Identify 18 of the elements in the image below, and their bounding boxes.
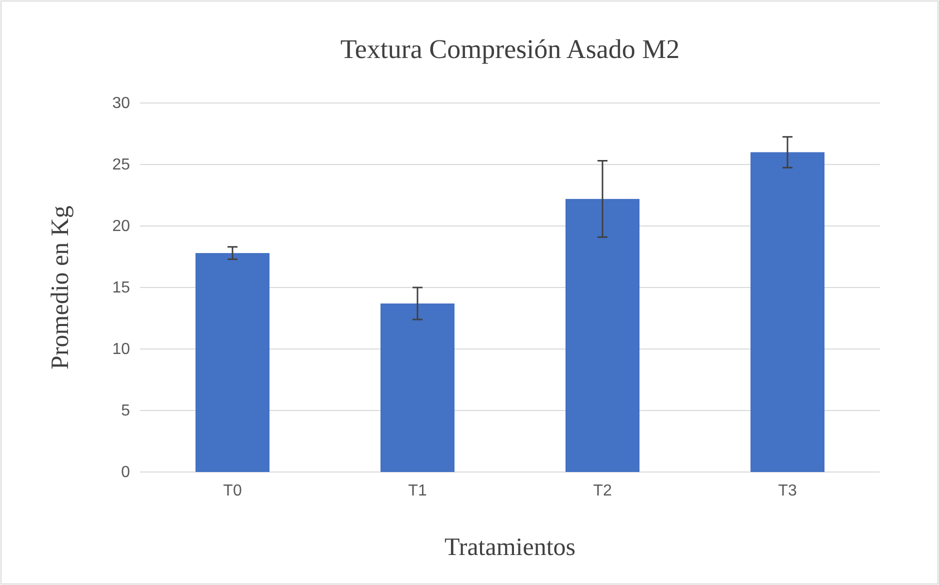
y-tick-label: 5 [121, 402, 130, 420]
x-tick-label: T2 [593, 482, 612, 500]
x-tick-label: T3 [778, 482, 797, 500]
x-tick-label: T0 [223, 482, 242, 500]
x-axis-title: Tratamientos [444, 534, 576, 561]
y-tick-label: 10 [112, 341, 130, 358]
chart-title: Textura Compresión Asado M2 [340, 34, 680, 64]
y-tick-label: 20 [112, 218, 130, 236]
bar [196, 253, 270, 472]
y-tick-label: 30 [112, 95, 130, 112]
y-axis-title: Promedio en Kg [47, 205, 74, 370]
y-tick-label: 25 [112, 156, 130, 174]
y-tick-label: 15 [112, 280, 130, 297]
bar [380, 303, 454, 472]
bar [566, 198, 640, 472]
x-tick-label: T1 [408, 482, 427, 500]
bar [750, 152, 824, 472]
y-tick-label: 0 [121, 464, 130, 482]
